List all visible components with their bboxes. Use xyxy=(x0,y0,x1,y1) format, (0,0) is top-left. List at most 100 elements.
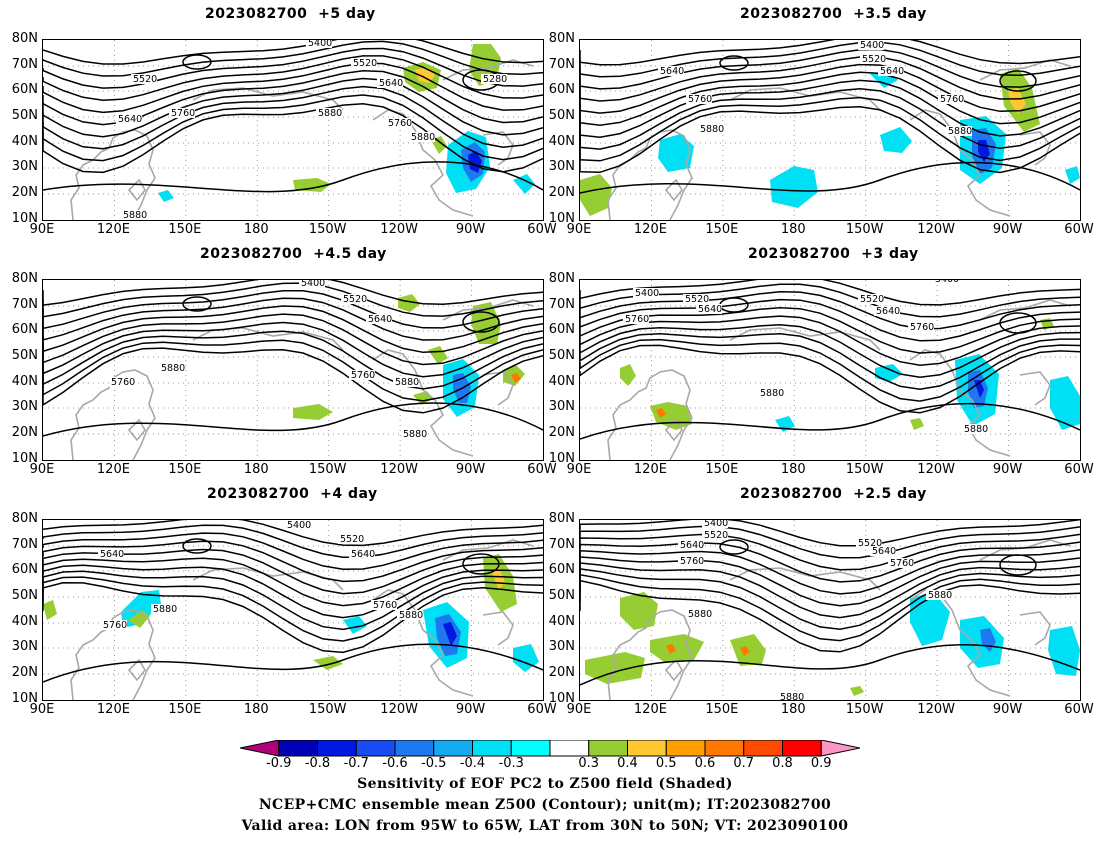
contour-label: 5400 xyxy=(308,40,332,49)
contour-label: 5880 xyxy=(780,692,804,700)
contour-label: 5400 xyxy=(301,280,325,289)
contour-label: 5640 xyxy=(100,549,124,560)
longitude-label: 150E xyxy=(705,222,739,237)
contour-label: 5520 xyxy=(353,58,377,69)
longitude-label: 120W xyxy=(917,702,955,717)
gridlines xyxy=(580,40,1080,220)
latitude-label: 40N xyxy=(11,374,38,389)
contour-label: 5400 xyxy=(287,520,311,531)
contour-line xyxy=(43,94,543,162)
contour-line xyxy=(999,312,1037,334)
latitude-label: 20N xyxy=(11,665,38,680)
contour-line xyxy=(43,402,543,437)
colorbar-swatch xyxy=(317,740,357,757)
shaded-region xyxy=(443,622,457,646)
contour-line xyxy=(43,540,543,583)
latitude-label: 50N xyxy=(11,108,38,123)
latitude-label: 60N xyxy=(548,562,575,577)
longitude-label: 120E xyxy=(633,222,667,237)
longitude-label: 150W xyxy=(845,222,884,237)
longitude-label: 90W xyxy=(992,702,1023,717)
latitude-label: 40N xyxy=(548,374,575,389)
contour-line xyxy=(43,62,543,114)
longitude-label: 180 xyxy=(243,462,269,477)
colorbar-tick-label: 0.6 xyxy=(694,756,716,771)
colorbar-tick-label: -0.5 xyxy=(421,756,447,771)
contour-label: 5280 xyxy=(483,74,507,85)
colorbar-swatch xyxy=(510,740,551,757)
longitude-label: 90W xyxy=(455,462,486,477)
colorbar-swatch xyxy=(278,740,318,757)
latitude-label: 80N xyxy=(548,31,575,46)
shaded-region xyxy=(880,127,912,153)
panel-title: 2023082700 +4.5 day xyxy=(200,246,387,262)
contour-label: 5880 xyxy=(964,424,988,435)
shaded-region xyxy=(740,646,750,656)
contour-label: 5880 xyxy=(411,132,435,143)
latitude-label: 20N xyxy=(548,665,575,680)
contour-line xyxy=(43,161,543,193)
longitude-label: 60W xyxy=(527,222,557,237)
colorbar-swatch xyxy=(782,740,822,757)
panel-title: 2023082700 +2.5 day xyxy=(740,486,927,502)
latitude-label: 70N xyxy=(11,57,38,72)
latitude-label: 50N xyxy=(548,588,575,603)
caption-line-3: Valid area: LON from 95W to 65W, LAT fro… xyxy=(241,818,849,834)
contour-line xyxy=(580,568,1080,630)
contour-label: 5520 xyxy=(685,294,709,305)
contour-label: 5640 xyxy=(880,66,904,77)
contour-line xyxy=(580,338,1080,402)
contour-line xyxy=(580,579,1080,653)
contour-line xyxy=(580,56,1080,102)
contour-label: 5880 xyxy=(161,363,185,374)
contour-line xyxy=(43,69,543,126)
colorbar-swatch xyxy=(433,740,473,757)
longitude-label: 180 xyxy=(243,702,269,717)
contour-line xyxy=(43,280,543,306)
longitude-label: 90E xyxy=(566,702,592,717)
shaded-region xyxy=(398,294,420,312)
contour-line xyxy=(182,296,212,312)
longitude-label: 150E xyxy=(705,702,739,717)
colorbar-tick-label: 0.8 xyxy=(772,756,793,771)
latitude-label: 60N xyxy=(548,82,575,97)
longitude-label: 120E xyxy=(96,702,130,717)
contour-line xyxy=(580,541,1080,583)
contour-label: 5760 xyxy=(625,314,649,325)
longitude-label: 120W xyxy=(380,222,418,237)
map-plus4-5-day: 5400 5520 5640 5760 5880 5760 5880 5880 xyxy=(42,279,544,461)
colorbar-tick-label: -0.8 xyxy=(304,756,331,771)
longitude-label: 60W xyxy=(1064,222,1094,237)
shaded-region xyxy=(43,600,57,620)
contour-label: 5760 xyxy=(940,94,964,105)
colorbar-tick-label: -0.6 xyxy=(382,756,408,771)
contour-label: 5520 xyxy=(862,54,886,65)
map-plus3-day: 5400540055205640576055205640576058805880 xyxy=(579,279,1081,461)
contour-line xyxy=(580,71,1080,126)
contour-label: 5760 xyxy=(351,370,375,381)
longitude-label: 120E xyxy=(633,702,667,717)
contour-line xyxy=(43,524,543,558)
contour-line xyxy=(43,520,543,547)
contour-label: 5520 xyxy=(340,534,364,545)
shaded-region xyxy=(1050,376,1080,430)
latitude-label: 60N xyxy=(11,562,38,577)
contour-line xyxy=(580,79,1080,138)
caption-line-1: Sensitivity of EOF PC2 to Z500 field (Sh… xyxy=(357,776,733,792)
longitude-label: 90E xyxy=(566,222,592,237)
colorbar-tick-label: -0.4 xyxy=(459,756,486,771)
z500-contours xyxy=(580,520,1080,686)
latitude-label: 70N xyxy=(11,297,38,312)
z500-contours xyxy=(43,520,543,683)
longitude-label: 150E xyxy=(705,462,739,477)
latitude-label: 40N xyxy=(548,614,575,629)
contour-label: 5880 xyxy=(318,108,342,119)
latitude-label: 80N xyxy=(548,511,575,526)
contour-line xyxy=(580,291,1080,330)
contour-line xyxy=(43,85,543,150)
contour-line xyxy=(182,54,212,70)
latitude-label: 80N xyxy=(11,271,38,286)
contour-label: 5520 xyxy=(858,538,882,549)
